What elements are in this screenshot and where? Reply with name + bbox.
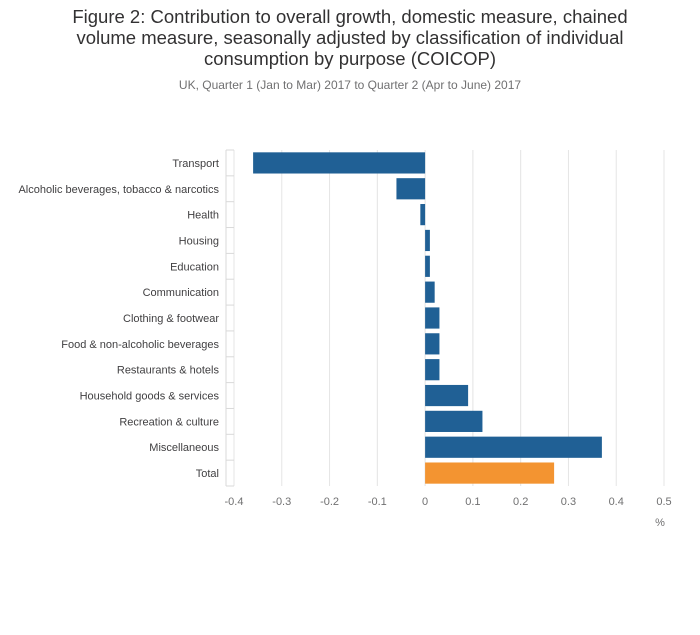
bar[interactable] xyxy=(425,281,435,303)
category-label: Restaurants & hotels xyxy=(117,365,220,377)
category-label: Recreation & culture xyxy=(119,416,219,428)
chart-title: Figure 2: Contribution to overall growth… xyxy=(0,6,700,69)
x-tick-label: -0.3 xyxy=(272,496,291,508)
bar[interactable] xyxy=(425,333,440,355)
category-label: Communication xyxy=(143,287,219,299)
x-tick-label: -0.2 xyxy=(320,496,339,508)
category-label: Household goods & services xyxy=(80,391,220,403)
bars xyxy=(253,152,602,484)
bar[interactable] xyxy=(425,384,469,407)
bar[interactable] xyxy=(425,307,440,329)
bar[interactable] xyxy=(425,229,430,252)
bar[interactable] xyxy=(396,178,426,200)
chart-title-line: Figure 2: Contribution to overall growth… xyxy=(72,6,628,27)
chart-title-line: consumption by purpose (COICOP) xyxy=(203,48,496,69)
x-tick-label: 0 xyxy=(422,496,428,508)
chart-title-line: volume measure, seasonally adjusted by c… xyxy=(76,27,624,48)
bar[interactable] xyxy=(425,359,440,381)
chart-subtitle: UK, Quarter 1 (Jan to Mar) 2017 to Quart… xyxy=(178,78,522,92)
x-axis-label: % xyxy=(655,517,665,529)
bar[interactable] xyxy=(253,152,426,174)
bar[interactable] xyxy=(420,204,426,226)
x-tick-label: -0.4 xyxy=(225,496,244,508)
category-label: Housing xyxy=(179,235,219,247)
bar[interactable] xyxy=(425,436,602,458)
category-label: Miscellaneous xyxy=(149,442,219,454)
category-label: Education xyxy=(170,261,219,273)
bar[interactable] xyxy=(425,410,483,432)
gridlines xyxy=(225,149,665,487)
category-label: Food & non-alcoholic beverages xyxy=(61,339,219,351)
x-tick-label: 0.1 xyxy=(465,496,480,508)
x-tick-label: 0.3 xyxy=(561,496,576,508)
category-label: Health xyxy=(187,210,219,222)
category-label: Total xyxy=(196,468,219,480)
x-axis-ticks: -0.4 -0.3 -0.2 -0.1 0 0.1 0.2 0.3 0.4 0.5 xyxy=(225,496,672,508)
x-tick-label: -0.1 xyxy=(368,496,387,508)
x-tick-label: 0.5 xyxy=(656,496,671,508)
bar[interactable] xyxy=(425,462,555,484)
x-tick-label: 0.4 xyxy=(609,496,624,508)
bar[interactable] xyxy=(425,255,430,277)
x-tick-label: 0.2 xyxy=(513,496,528,508)
category-label: Alcoholic beverages, tobacco & narcotics xyxy=(18,184,219,196)
category-labels: Transport Alcoholic beverages, tobacco & … xyxy=(18,158,219,480)
category-label: Clothing & footwear xyxy=(123,313,219,325)
category-label: Transport xyxy=(172,158,219,170)
